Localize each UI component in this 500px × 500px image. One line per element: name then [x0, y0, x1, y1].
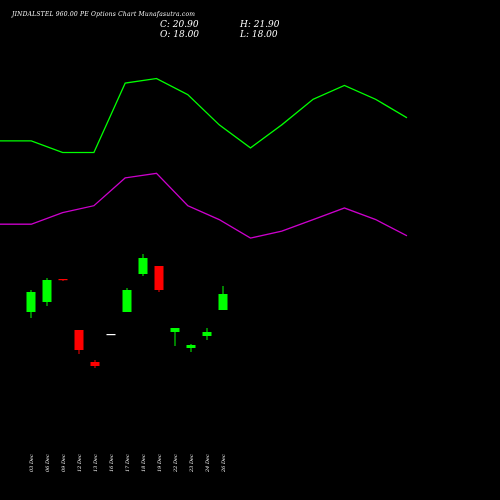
date-label: 09 Dec [61, 454, 67, 472]
upper-band-line [0, 77, 408, 154]
date-label: 26 Dec [221, 454, 227, 473]
band-lines [0, 77, 408, 239]
date-label: 23 Dec [189, 454, 195, 473]
candle-body [186, 345, 196, 348]
candle-body [106, 334, 116, 336]
candle-body [90, 362, 100, 366]
candle-body [74, 330, 84, 350]
candle-body [138, 258, 148, 274]
candle-body [58, 279, 68, 281]
candle [106, 334, 116, 336]
candle-body [122, 290, 132, 312]
open-value: O: 18.00 [160, 30, 200, 40]
date-label: 17 Dec [125, 454, 131, 472]
date-label: 03 Dec [29, 454, 35, 472]
candle [202, 328, 212, 340]
candle-body [26, 292, 36, 312]
date-label: 19 Dec [157, 454, 163, 472]
candle [186, 344, 196, 352]
date-axis: 03 Dec 06 Dec 09 Dec 12 Dec 13 Dec 16 Dec 17 D… [29, 454, 227, 473]
date-label: 12 Dec [77, 454, 83, 472]
candles [26, 254, 228, 368]
close-value: C: 20.90 [160, 20, 199, 30]
date-label: 06 Dec [45, 454, 51, 472]
candle [26, 290, 36, 318]
candle-body [42, 280, 52, 302]
candle [218, 286, 228, 310]
candle [90, 360, 100, 368]
chart-title: JINDALSTEL 960.00 PE Options Chart Munaf… [12, 11, 196, 18]
date-label: 16 Dec [109, 454, 115, 472]
candle-body [202, 332, 212, 336]
lower-band-line [0, 172, 408, 239]
candle [122, 288, 132, 312]
date-label: 18 Dec [141, 454, 147, 472]
candle-body [218, 294, 228, 310]
candle [42, 278, 52, 306]
candle [138, 254, 148, 276]
candle [58, 279, 68, 281]
candle [74, 330, 84, 354]
candle-body [170, 328, 180, 332]
candle [154, 266, 164, 292]
high-value: H: 21.90 [240, 20, 280, 30]
date-label: 22 Dec [173, 454, 179, 473]
candle [170, 328, 180, 346]
candle-body [154, 266, 164, 290]
low-value: L: 18.00 [240, 30, 278, 40]
date-label: 13 Dec [93, 454, 99, 472]
date-label: 24 Dec [205, 454, 211, 473]
